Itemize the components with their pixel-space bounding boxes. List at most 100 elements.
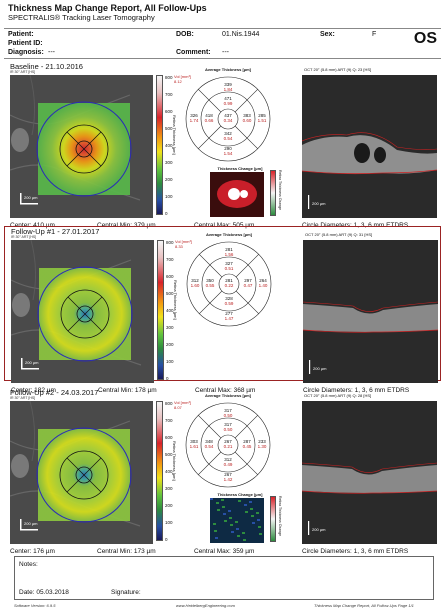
colorbar-tick: 400 [165, 143, 173, 148]
ir-label: IR 30° ART [HS] [10, 396, 36, 400]
diagnosis-label: Diagnosis: [8, 49, 44, 56]
eye-indicator: OS [413, 30, 437, 47]
colorbar-tick: 200 [166, 342, 174, 347]
colorbar-tick: 100 [165, 194, 173, 199]
thickness-change-map [210, 172, 264, 217]
change-colorbar [270, 170, 276, 216]
colorbar-tick: 500 [165, 126, 173, 131]
oct-scale-label: 200 µm [312, 527, 326, 532]
grid-thickness-inner-right: 287 [243, 439, 251, 444]
grid-thickness-outer-bottom: 267 [224, 472, 232, 477]
grid-volume-inner-bottom: 0.59 [225, 301, 234, 306]
date-label: Date: 05.03.2018 [19, 589, 69, 596]
circle-diameters: Circle Diameters: 1, 3, 6 mm ETDRS [302, 222, 409, 229]
grid-volume-outer-bottom: 1.42 [224, 477, 233, 482]
report-subtitle: SPECTRALIS® Tracking Laser Tomography [8, 13, 155, 22]
exam-section: Follow-Up #1 - 27.01.2017 IR 30° ART [HS… [4, 226, 441, 394]
grid-volume-inner-right: 0.45 [243, 444, 252, 449]
volume-label: Vol [mm³] [174, 74, 191, 79]
grid-volume-inner-bottom: 0.49 [224, 462, 233, 467]
exam-section: Baseline - 21.10.2016 IR 30° ART [HS] [4, 62, 441, 232]
grid-volume-outer-right: 1.51 [258, 118, 267, 123]
colorbar-tick: 300 [165, 160, 173, 165]
thickness-change-header: Thickness Change [µm] [217, 492, 263, 497]
colorbar-tick: 600 [165, 109, 173, 114]
grid-volume-outer-right: 1.40 [259, 283, 268, 288]
etdrs-grid: 281 1.56 327 0.51 312 1.60 350 0.55 281 0.22 297 0.… [185, 240, 273, 328]
grid-thickness-outer-right: 264 [259, 278, 267, 283]
grid-volume-outer-top: 0.50 [224, 413, 233, 418]
colorbar-tick: 600 [166, 274, 174, 279]
colorbar-tick: 600 [165, 435, 173, 440]
average-thickness-header: Average Thickness [µm] [206, 232, 252, 237]
sex-value: F [372, 31, 377, 38]
oct-bscan: 200 µm [302, 75, 437, 218]
grid-volume-inner-right: 0.60 [243, 118, 252, 123]
grid-thickness-outer-top: 339 [224, 82, 232, 87]
center-thickness: Center: 176 µm [10, 548, 55, 555]
dob-value: 01.Nis.1944 [222, 31, 260, 38]
grid-volume-inner-right: 0.47 [244, 283, 253, 288]
center-thickness: Center: 410 µm [10, 222, 55, 229]
grid-thickness-inner-left: 418 [205, 113, 213, 118]
grid-thickness-inner-top: 471 [224, 96, 232, 101]
colorbar-tick: 0 [165, 211, 168, 216]
oct-header: OCT 20° (5.8 mm) ART (9) Q: 31 [HS] [305, 232, 373, 237]
ir-label: IR 30° ART [HS] [11, 235, 37, 239]
grid-thickness-outer-top: 281 [225, 247, 233, 252]
exam-title: Follow-Up #1 - 27.01.2017 [11, 227, 100, 236]
colorbar-tick: 100 [165, 520, 173, 525]
divider [4, 58, 441, 59]
scale-label: 200 µm [24, 195, 38, 200]
grid-volume-outer-bottom: 1.47 [225, 316, 234, 321]
grid-thickness-center: 267 [224, 439, 232, 444]
grid-thickness-inner-bottom: 328 [225, 296, 233, 301]
grid-volume-center: 0.21 [224, 444, 233, 449]
oct-scale-label: 200 µm [313, 366, 327, 371]
colorbar-axis-label: Retina Thickness [µm] [173, 280, 178, 320]
central-min: Central Min: 379 µm [97, 222, 156, 229]
oct-header: OCT 20° (5.8 mm) ART (9) Q: 23 [HS] [304, 67, 372, 72]
colorbar-tick: 700 [166, 257, 174, 262]
grid-volume-outer-right: 1.30 [258, 444, 267, 449]
circle-diameters: Circle Diameters: 1, 3, 6 mm ETDRS [303, 387, 410, 394]
software-version: Software Version: 6.9.5 [14, 603, 56, 608]
grid-volume-outer-left: 1.74 [190, 118, 199, 123]
patient-id-label: Patient ID: [8, 40, 43, 47]
grid-thickness-outer-left: 303 [190, 439, 198, 444]
scale-label: 200 µm [25, 360, 39, 365]
colorbar-tick: 400 [166, 308, 174, 313]
divider [4, 28, 441, 29]
grid-thickness-outer-right: 285 [258, 113, 266, 118]
central-min: Central Min: 173 µm [97, 548, 156, 555]
grid-thickness-inner-top: 327 [225, 261, 233, 266]
scale-label: 200 µm [24, 521, 38, 526]
central-max: Central Max: 368 µm [195, 387, 256, 394]
grid-volume-outer-left: 1.61 [190, 444, 199, 449]
grid-volume-center: 0.34 [224, 118, 233, 123]
notes-box: Notes: Date: 05.03.2018 Signature: [14, 556, 434, 600]
grid-thickness-inner-left: 348 [205, 439, 213, 444]
grid-thickness-outer-top: 317 [224, 408, 232, 413]
grid-volume-outer-left: 1.60 [191, 283, 200, 288]
grid-thickness-inner-bottom: 342 [224, 131, 232, 136]
dob-label: DOB: [176, 31, 194, 38]
website: www.HeidelbergEngineering.com [176, 603, 235, 608]
volume-value: 8.07 [174, 405, 182, 410]
exam-title: Follow-Up #2 - 24.03.2017 [10, 388, 99, 397]
grid-thickness-inner-left: 350 [206, 278, 214, 283]
oct-bscan: 200 µm [302, 401, 437, 544]
grid-thickness-outer-left: 312 [191, 278, 199, 283]
colorbar-tick: 800 [165, 75, 173, 80]
volume-value: 8.12 [174, 79, 182, 84]
oct-bscan: 200 µm [303, 240, 438, 383]
average-thickness-header: Average Thickness [µm] [205, 67, 251, 72]
thickness-colorbar: 800 700 600 500 400 300 200 100 0 Retina Thickne… [156, 75, 186, 218]
colorbar-tick: 200 [165, 503, 173, 508]
center-thickness: Center: 182 µm [11, 387, 56, 394]
sex-label: Sex: [320, 31, 335, 38]
grid-thickness-outer-bottom: 277 [225, 311, 233, 316]
grid-thickness-inner-bottom: 312 [224, 457, 232, 462]
colorbar-tick: 700 [165, 418, 173, 423]
colorbar-tick: 0 [165, 537, 168, 542]
